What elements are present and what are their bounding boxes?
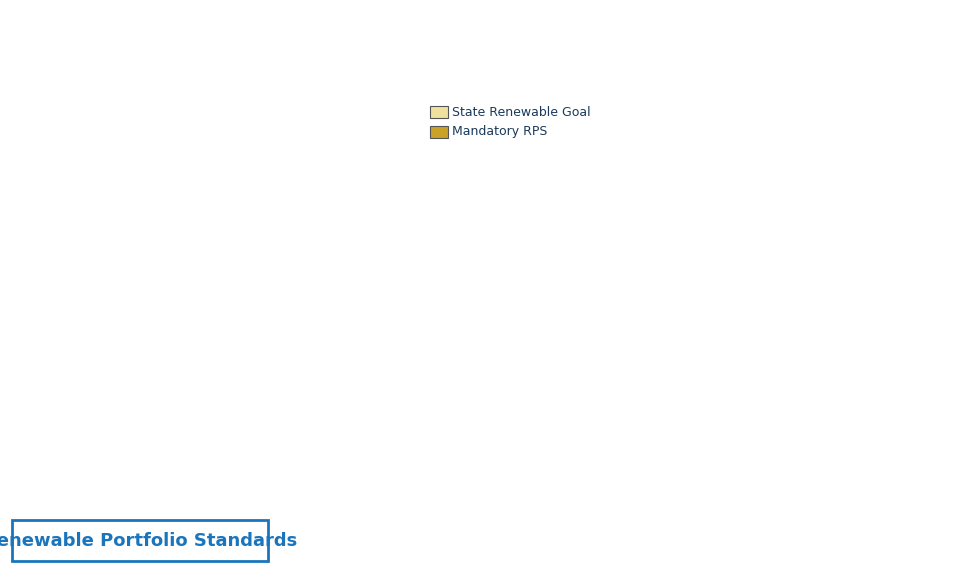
Text: Renewable Portfolio Standards: Renewable Portfolio Standards [0,532,297,550]
Text: Mandatory RPS: Mandatory RPS [452,126,547,139]
Bar [430,126,448,138]
Bar [430,106,448,118]
Text: State Renewable Goal: State Renewable Goal [452,106,591,119]
FancyBboxPatch shape [12,520,268,561]
